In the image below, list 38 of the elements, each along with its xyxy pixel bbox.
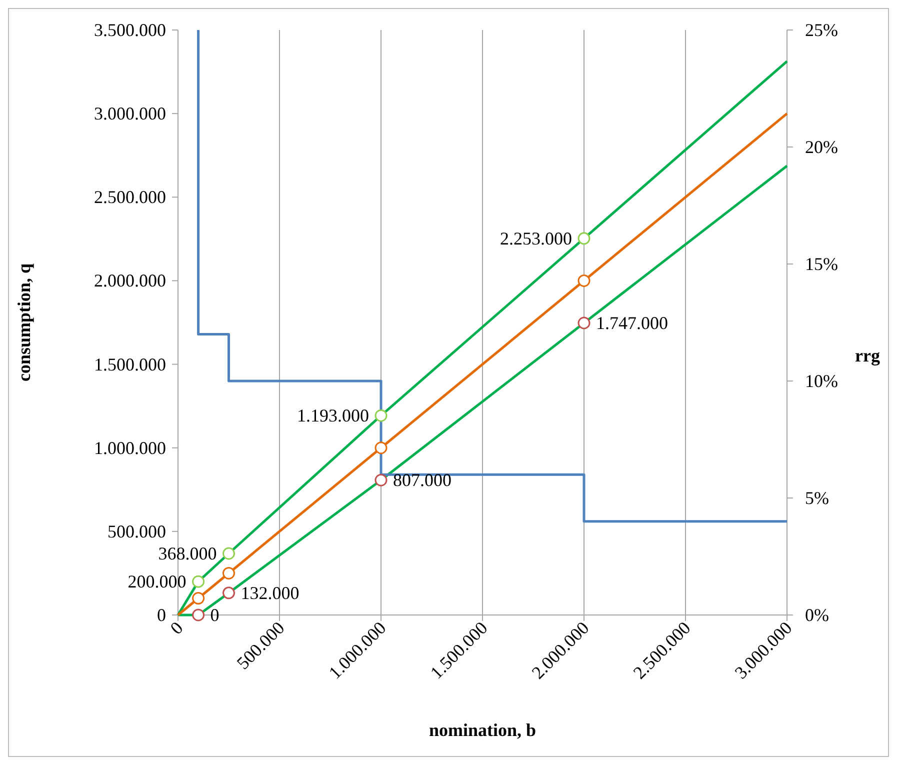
y2-tick-label: 25% [805, 20, 838, 40]
point [374, 474, 388, 486]
data-label: 0 [210, 605, 220, 625]
y2-tick-label: 5% [805, 488, 829, 508]
y2-tick-label: 20% [805, 137, 838, 157]
point [222, 586, 235, 600]
point [578, 274, 590, 287]
data-label: 200.000 [128, 572, 186, 592]
y-tick-label: 3.000.000 [94, 104, 166, 124]
y2-axis-title: rrg [855, 345, 880, 366]
point [192, 575, 205, 588]
y2-tick-label: 10% [805, 371, 838, 391]
y-tick-label: 1.500.000 [94, 354, 166, 374]
point [374, 409, 388, 422]
data-label: 1.747.000 [596, 313, 668, 333]
y2-tick-label: 0% [805, 605, 829, 625]
point [192, 608, 205, 622]
point [578, 316, 590, 330]
data-label: 132.000 [240, 582, 300, 603]
data-label: 368.000 [158, 543, 217, 564]
y-tick-label: 0 [157, 605, 166, 625]
data-label: 1.193.000 [297, 406, 369, 426]
data-label: 2.253.000 [500, 228, 572, 248]
point [578, 232, 590, 245]
point [374, 442, 388, 454]
y-tick-label: 2.000.000 [94, 270, 166, 291]
y-tick-label: 1.000.000 [94, 438, 166, 458]
x-axis-title: nomination, b [428, 720, 536, 740]
data-label: 807.000 [393, 470, 452, 490]
x-tick-label: 0 [166, 618, 187, 638]
point [222, 547, 235, 560]
point [192, 592, 205, 605]
y2-tick-label: 15% [805, 254, 838, 274]
point [222, 566, 235, 580]
y-tick-label: 2.500.000 [94, 187, 166, 208]
y-tick-label: 500.000 [108, 521, 166, 542]
y-tick-label: 3.500.000 [94, 20, 166, 40]
y-axis-title: consumption, q [14, 263, 34, 382]
